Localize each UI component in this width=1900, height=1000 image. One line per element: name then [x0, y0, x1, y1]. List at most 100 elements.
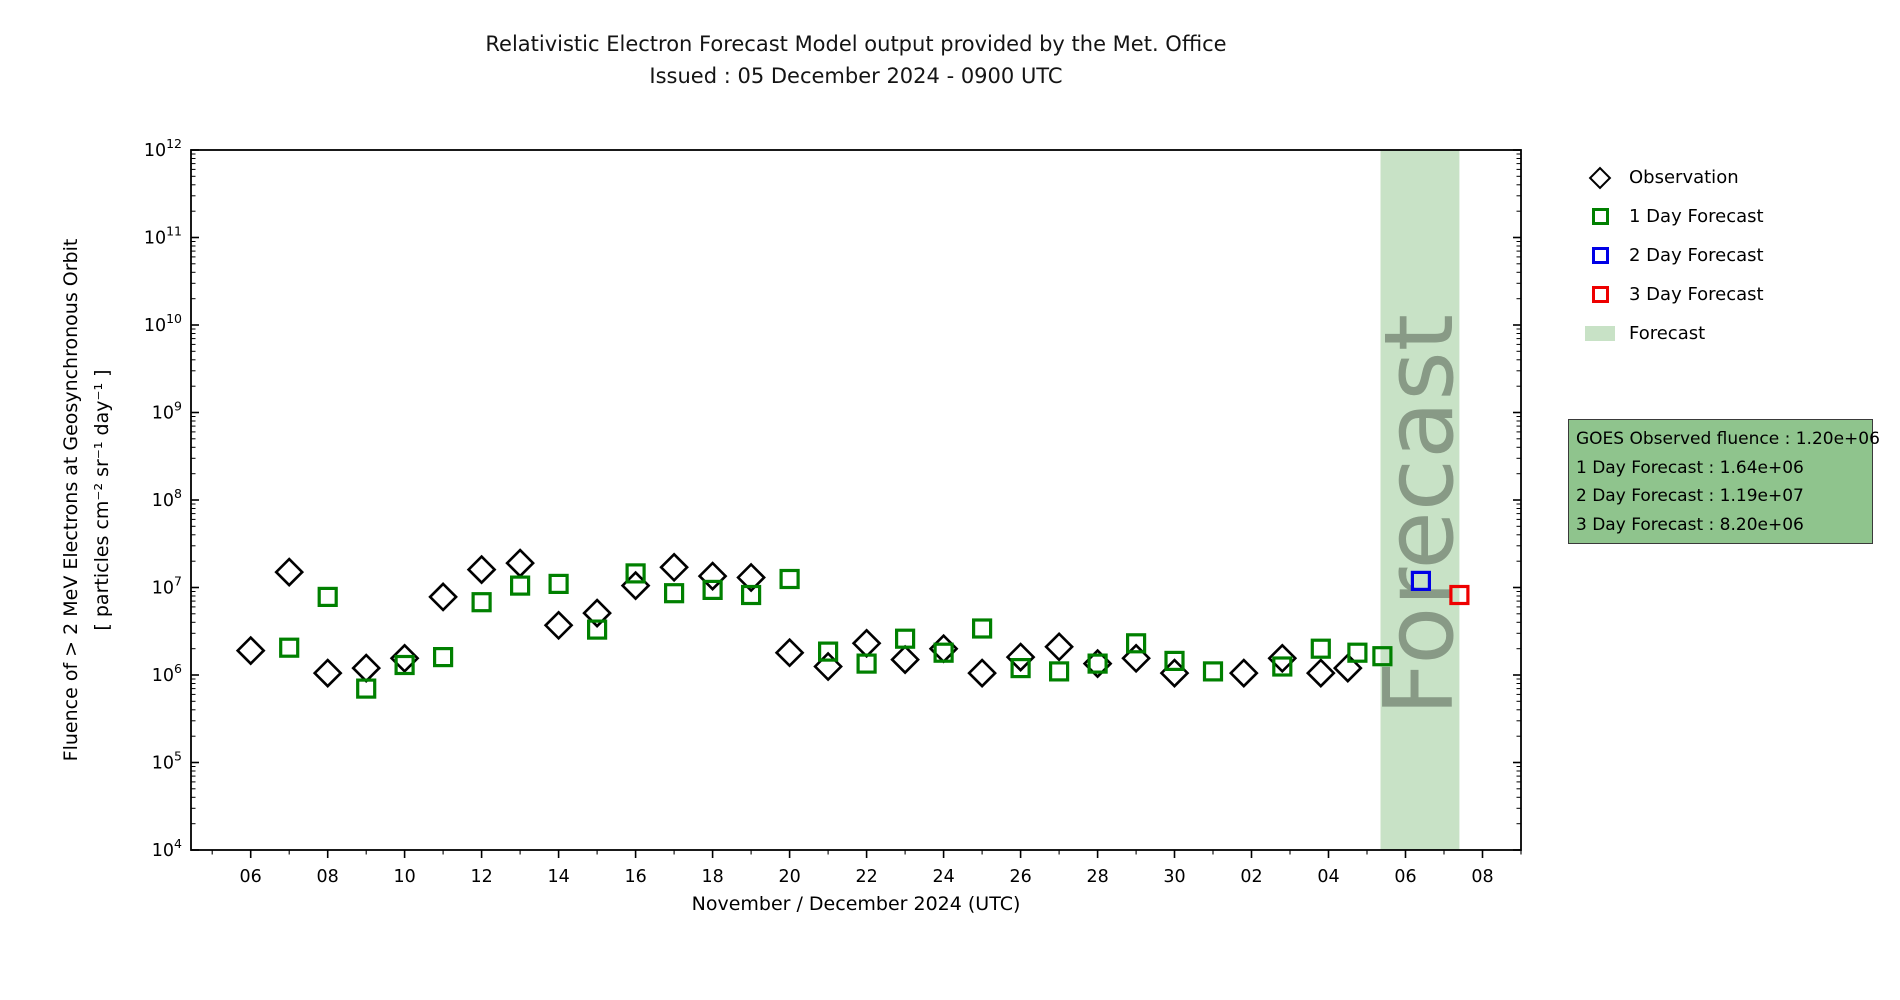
forecast-values-box: GOES Observed fluence : 1.20e+06 1 Day F… [1568, 419, 1880, 544]
x-tick-label: 06 [240, 867, 262, 887]
observation-marker [890, 644, 920, 675]
observation-marker [312, 658, 343, 688]
observation-marker [505, 548, 535, 578]
1-day-forecast-marker [817, 641, 839, 662]
y-tick-label: 105 [152, 749, 182, 774]
x-tick-label: 06 [1394, 867, 1416, 887]
x-tick-label: 28 [1086, 867, 1108, 887]
x-tick-label: 22 [855, 867, 877, 887]
1-day-forecast-marker [1125, 633, 1147, 654]
plot-frame [190, 149, 1522, 851]
legend-label: 1 Day Forecast [1629, 206, 1764, 227]
observation-marker [1267, 643, 1298, 674]
1-day-forecast-marker [279, 637, 300, 658]
y-tick-label: 106 [152, 661, 182, 686]
observation-marker [466, 554, 497, 585]
legend-item-observation: Observation [1583, 158, 1764, 197]
forecast-band [1380, 150, 1460, 850]
y-tick-label: 104 [152, 836, 182, 861]
1-day-forecast-marker [856, 653, 877, 674]
observation-diamond-icon [1583, 166, 1617, 189]
1-day-forecast-marker [779, 568, 800, 590]
1-day-forecast-marker [471, 592, 492, 613]
legend-label: 3 Day Forecast [1629, 284, 1764, 305]
observation-marker [1332, 653, 1363, 683]
1-day-forecast-marker [625, 563, 646, 584]
observation-marker [351, 653, 382, 683]
y-axis-label-line2: [ particles cm⁻² sr⁻¹ day⁻¹ ] [91, 369, 113, 631]
observation-marker [774, 637, 805, 668]
observation-marker [389, 643, 420, 674]
forecast-band-patch-icon [1583, 326, 1617, 341]
1-day-forecast-marker [1202, 661, 1224, 682]
observation-marker [1005, 642, 1036, 672]
2day-forecast-value: 2 Day Forecast : 1.19e+07 [1576, 486, 1804, 506]
y-tick-label: 107 [152, 574, 182, 599]
1-day-forecast-marker [702, 579, 723, 601]
x-tick-label: 12 [470, 867, 492, 887]
1-day-forecast-marker [548, 573, 569, 595]
y-tick-label: 1012 [144, 136, 182, 161]
x-tick-label: 10 [393, 867, 415, 887]
observation-marker [582, 598, 612, 628]
x-tick-label: 26 [1009, 867, 1031, 887]
1-day-forecast-marker [933, 642, 954, 663]
y-axis-label-line1: Fluence of > 2 MeV Electrons at Geosynch… [60, 238, 82, 762]
x-tick-label: 14 [547, 867, 569, 887]
observation-marker [967, 658, 997, 688]
1day-forecast-value: 1 Day Forecast : 1.64e+06 [1576, 457, 1804, 478]
x-tick-label: 24 [932, 867, 954, 887]
1-day-forecast-marker [356, 678, 377, 699]
observation-marker [1228, 658, 1259, 688]
observation-marker [736, 562, 766, 593]
y-tick-label: 109 [152, 399, 182, 424]
legend-item-3day-forecast: 3 Day Forecast [1583, 275, 1764, 314]
x-axis-label: November / December 2024 (UTC) [691, 893, 1021, 915]
y-tick-label: 1010 [144, 311, 182, 336]
1-day-forecast-marker [433, 646, 454, 668]
legend-label: Forecast [1629, 323, 1706, 344]
observation-marker [1305, 658, 1336, 688]
legend-label: Observation [1629, 167, 1739, 188]
1-day-forecast-marker [1048, 661, 1070, 682]
x-tick-label: 30 [1163, 867, 1185, 887]
observation-marker [543, 610, 574, 641]
legend: Observation 1 Day Forecast 2 Day Forecas… [1583, 158, 1764, 353]
1day-square-icon [1583, 208, 1617, 225]
1-day-forecast-marker [663, 583, 685, 604]
1-day-forecast-marker [1372, 646, 1393, 667]
observation-marker [813, 651, 843, 682]
x-tick-label: 18 [701, 867, 723, 887]
2-day-forecast-marker [1410, 570, 1432, 592]
observation-marker [1044, 631, 1074, 662]
y-axis-label: Fluence of > 2 MeV Electrons at Geosynch… [56, 0, 120, 1000]
legend-item-2day-forecast: 2 Day Forecast [1583, 236, 1764, 275]
3day-forecast-value: 3 Day Forecast : 8.20e+06 [1576, 514, 1804, 535]
observation-marker [1121, 643, 1151, 674]
1-day-forecast-marker [1010, 657, 1031, 679]
chart-subtitle: Issued : 05 December 2024 - 0900 UTC [649, 64, 1063, 88]
forecast-watermark: Forecast [1365, 314, 1475, 716]
1-day-forecast-marker [1310, 638, 1331, 659]
x-tick-label: 20 [778, 867, 800, 887]
1-day-forecast-marker [394, 654, 415, 676]
3-day-forecast-marker [1449, 584, 1470, 606]
1-day-forecast-marker [1272, 656, 1293, 677]
x-tick-label: 08 [317, 867, 339, 887]
x-tick-label: 16 [624, 867, 646, 887]
1-day-forecast-marker [1087, 653, 1108, 674]
y-tick-label: 108 [152, 486, 182, 511]
observation-marker [428, 582, 458, 612]
y-tick-label: 1011 [144, 224, 182, 249]
x-tick-label: 08 [1471, 867, 1493, 887]
observation-marker [659, 552, 689, 583]
1-day-forecast-marker [510, 575, 531, 596]
1-day-forecast-marker [317, 586, 338, 608]
observation-marker [235, 635, 266, 666]
1-day-forecast-marker [586, 619, 608, 640]
1-day-forecast-marker [1347, 642, 1368, 663]
1-day-forecast-marker [894, 628, 916, 649]
1-day-forecast-marker [740, 584, 762, 606]
legend-item-forecast-band: Forecast [1583, 314, 1764, 353]
